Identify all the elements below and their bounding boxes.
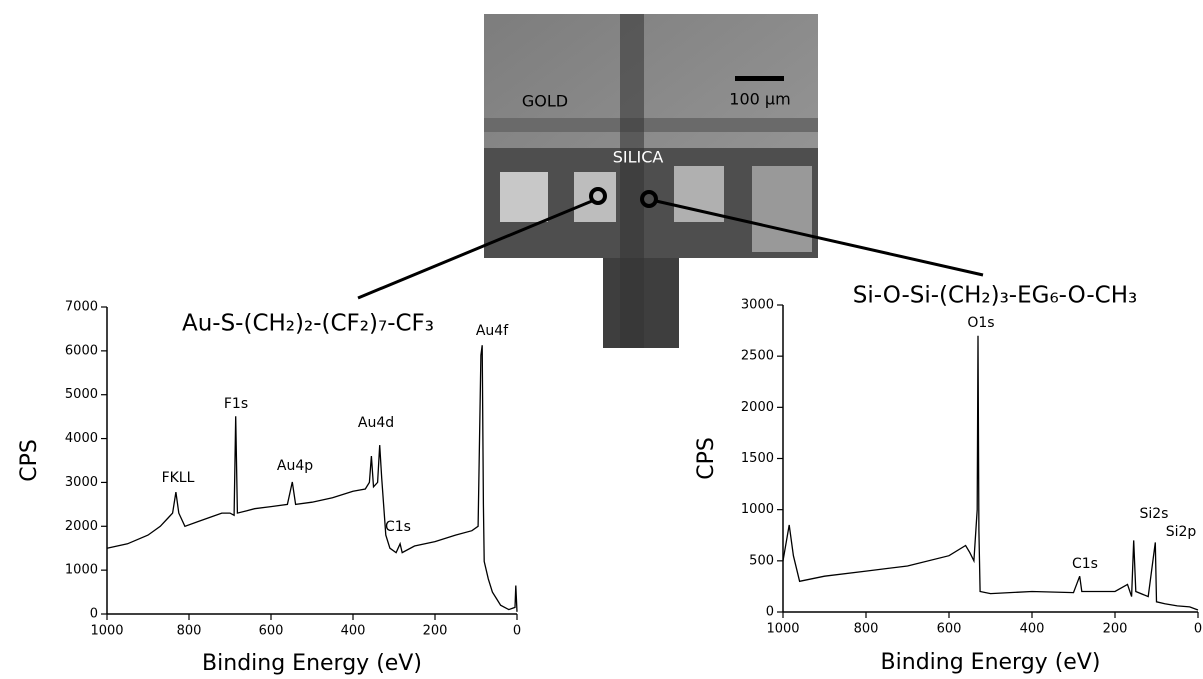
- peak-label: O1s: [967, 315, 994, 331]
- peak-label: C1s: [385, 519, 411, 535]
- peak-label: Si2p: [1166, 524, 1197, 540]
- stripe: [484, 118, 818, 132]
- x-tick-label: 600: [937, 622, 962, 637]
- y-tick-label: 2000: [65, 519, 98, 534]
- x-tick-label: 200: [1103, 622, 1128, 637]
- x-tick-label: 1000: [90, 624, 123, 639]
- connector: [357, 199, 593, 300]
- x-tick-label: 800: [854, 622, 879, 637]
- scale-label: 100 µm: [729, 90, 790, 109]
- x-tick-label: 0: [513, 624, 521, 639]
- y-tick-label: 1500: [741, 451, 774, 466]
- micrograph: GOLD SILICA 100 µm: [357, 14, 984, 348]
- connector: [655, 199, 984, 277]
- spot: [589, 187, 607, 205]
- y-axis-label: CPS: [17, 439, 42, 482]
- x-tick-label: 400: [1020, 622, 1045, 637]
- pad: [500, 172, 548, 222]
- y-tick-label: 3000: [65, 475, 98, 490]
- x-tick-label: 0: [1194, 622, 1202, 637]
- y-tick-label: 0: [90, 607, 98, 622]
- peak-label: FKLL: [162, 470, 195, 486]
- y-tick-label: 7000: [65, 300, 98, 315]
- y-tick-label: 2000: [741, 400, 774, 415]
- y-tick-label: 5000: [65, 387, 98, 402]
- x-axis-label: Binding Energy (eV): [202, 651, 422, 676]
- vertical-stripe: [620, 14, 644, 348]
- x-tick-label: 800: [177, 624, 202, 639]
- peak-label: Au4f: [476, 323, 509, 339]
- peak-label: Au4p: [277, 458, 313, 474]
- pad: [752, 166, 812, 252]
- spectrum-line: [782, 335, 1199, 611]
- spot: [640, 190, 658, 208]
- peak-label: C1s: [1072, 556, 1098, 572]
- x-tick-label: 200: [423, 624, 448, 639]
- y-tick-label: 500: [749, 553, 774, 568]
- peak-label: F1s: [224, 396, 248, 412]
- x-tick-label: 600: [259, 624, 284, 639]
- image-label: SILICA: [613, 148, 664, 167]
- pad: [574, 172, 616, 222]
- x-axis-label: Binding Energy (eV): [881, 650, 1101, 675]
- spectrum-line: [106, 345, 518, 612]
- scale-bar: [735, 76, 784, 81]
- y-tick-label: 6000: [65, 343, 98, 358]
- y-tick-label: 0: [766, 605, 774, 620]
- x-tick-label: 400: [341, 624, 366, 639]
- y-tick-label: 1000: [741, 502, 774, 517]
- pad: [674, 166, 724, 222]
- peak-label: Si2s: [1140, 506, 1169, 522]
- y-axis-label: CPS: [694, 437, 719, 480]
- image-label: GOLD: [522, 92, 568, 111]
- y-tick-label: 2500: [741, 349, 774, 364]
- chart-title: Si-O-Si-(CH₂)₃-EG₆-O-CH₃: [853, 283, 1137, 309]
- y-tick-label: 3000: [741, 298, 774, 313]
- y-tick-label: 1000: [65, 563, 98, 578]
- chart-title: Au-S-(CH₂)₂-(CF₂)₇-CF₃: [182, 311, 434, 337]
- y-tick-label: 4000: [65, 431, 98, 446]
- x-tick-label: 1000: [766, 622, 799, 637]
- peak-label: Au4d: [358, 415, 394, 431]
